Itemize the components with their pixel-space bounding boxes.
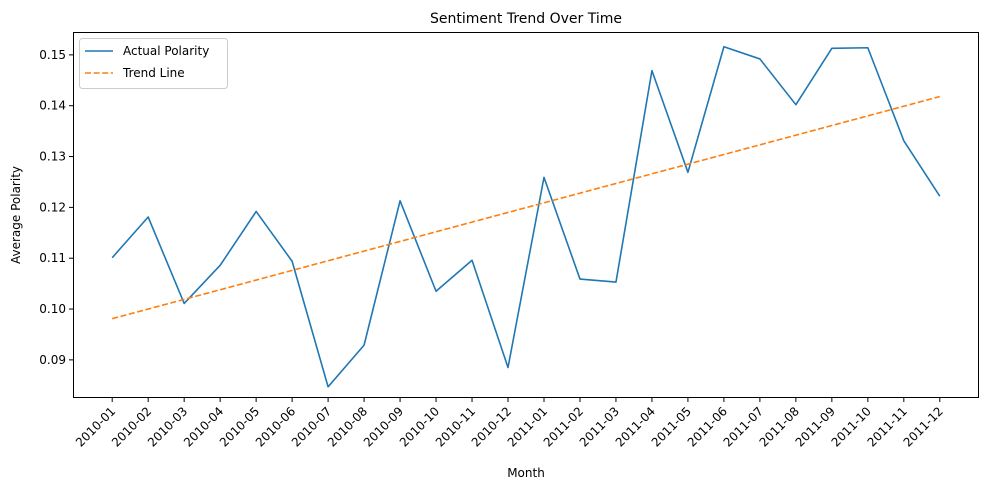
y-axis-ticks: 0.09 0.10 0.11 0.12 0.13 0.14 0.15 (39, 48, 73, 367)
y-tick-label: 0.14 (39, 99, 66, 113)
y-tick-label: 0.12 (39, 200, 66, 214)
y-axis-label: Average Polarity (9, 166, 23, 264)
x-tick-label: 2011-12 (901, 404, 946, 449)
x-axis-ticks: 2010-012010-022010-032010-042010-052010-… (73, 398, 946, 450)
y-tick-label: 0.15 (39, 48, 66, 62)
y-tick-label: 0.10 (39, 302, 66, 316)
y-tick-label: 0.13 (39, 150, 66, 164)
legend-box (79, 38, 228, 89)
chart-title: Sentiment Trend Over Time (430, 11, 622, 27)
series-line-actual-polarity (111, 45, 941, 388)
y-tick-label: 0.09 (39, 353, 66, 367)
legend-label: Actual Polarity (123, 44, 209, 58)
y-tick-label: 0.11 (39, 251, 66, 265)
series-line-trend-line (111, 95, 941, 320)
legend: Actual Polarity Trend Line (79, 38, 228, 89)
series-layer (111, 45, 941, 388)
legend-label: Trend Line (122, 66, 185, 80)
plot-area (73, 32, 979, 398)
x-axis-label: Month (507, 466, 545, 480)
